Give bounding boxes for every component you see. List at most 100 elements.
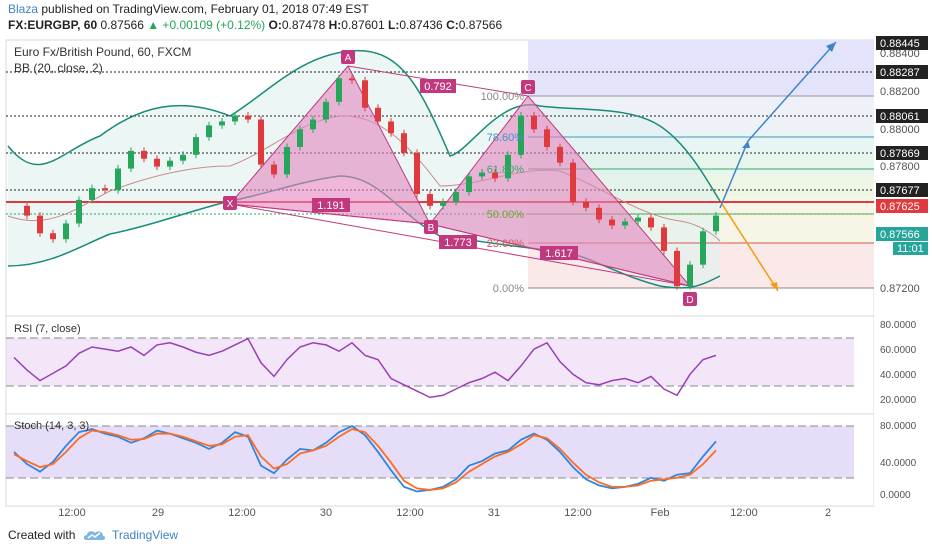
candles [24,74,719,290]
candle-body[interactable] [596,207,602,220]
candle-body[interactable] [544,129,550,147]
ratio-1191: 1.191 [317,200,345,212]
ratio-1773-box [439,235,477,249]
rsi-tick-80: 80.0000 [880,320,917,331]
candle-body[interactable] [63,223,69,240]
candle-body[interactable] [570,162,576,202]
candle-body[interactable] [310,119,316,130]
stoch-axis: 80.0000 40.0000 0.0000 [880,421,917,501]
candle-body[interactable] [50,233,56,240]
point-d-box [683,292,697,306]
rsi-band [6,338,854,386]
candle-body[interactable] [648,217,654,228]
point-d-label: D [686,295,693,306]
price-badge-current [876,227,928,241]
candle-body[interactable] [427,194,433,206]
candle-body[interactable] [388,121,394,134]
candle-body[interactable] [453,192,459,202]
candle-body[interactable] [531,115,537,130]
candle-body[interactable] [466,176,472,193]
fib-labels: 100.00% 78.60% 61.80% 50.00% 23.60% 0.00… [481,91,525,295]
rsi-axis: 80.0000 60.0000 40.0000 20.0000 [880,320,917,406]
stoch-tick-80: 80.0000 [880,421,917,432]
candle-body[interactable] [24,205,30,216]
countdown-label: 11:01 [897,243,924,255]
candle-body[interactable] [141,150,147,159]
candle-body[interactable] [258,119,264,165]
ratio-0792: 0.792 [424,81,452,93]
price-badge-088287 [876,65,928,79]
candle-body[interactable] [115,168,121,191]
bb-basis [7,115,721,242]
candle-body[interactable] [401,133,407,153]
candle-body[interactable] [362,80,368,108]
candle-body[interactable] [440,201,446,206]
candle-body[interactable] [102,188,108,191]
bearish-forecast-arrow[interactable] [721,203,779,292]
bullish-arrowhead-mid-icon [742,141,750,148]
candle-body[interactable] [674,250,680,287]
candle-body[interactable] [245,115,251,120]
candle-body[interactable] [271,164,277,175]
fib-label-236: 23.60% [487,238,525,250]
author-link[interactable]: Blaza [8,2,39,16]
fib-label-50: 50.00% [487,209,525,221]
time-tick-9: 2 [825,507,831,519]
candle-body[interactable] [375,107,381,122]
candle-body[interactable] [713,215,719,232]
candle-body[interactable] [349,78,355,81]
candle-body[interactable] [323,101,329,120]
candle-body[interactable] [609,219,615,226]
candle-body[interactable] [206,125,212,138]
candle-body[interactable] [635,217,641,222]
candle-body[interactable] [492,172,498,179]
candle-body[interactable] [479,172,485,177]
price-label-088445: 0.88445 [880,38,920,50]
candle-body[interactable] [284,146,290,175]
candle-body[interactable] [76,199,82,224]
price-label-current: 0.87566 [880,229,920,241]
tradingview-link[interactable]: TradingView [112,528,179,542]
bb-upper [7,49,721,202]
candle-body[interactable] [414,152,420,195]
stoch-band [6,426,854,478]
close-label: C: [446,18,459,32]
time-tick-1: 29 [152,507,164,519]
candle-body[interactable] [232,115,238,122]
candle-body[interactable] [700,231,706,265]
candle-body[interactable] [622,221,628,226]
candle-body[interactable] [128,150,134,169]
candle-body[interactable] [219,121,225,126]
last-price: 0.87566 [100,18,144,32]
high-value: 0.87601 [341,18,385,32]
candle-body[interactable] [687,264,693,287]
price-label-087677: 0.87677 [880,185,920,197]
candle-body[interactable] [661,227,667,251]
candle-body[interactable] [193,137,199,155]
candle-body[interactable] [180,154,186,161]
trading-chart[interactable]: A X B C D 0.792 1.191 1.773 1.617 100.00… [0,36,932,520]
tradingview-cloud-icon[interactable] [82,527,106,543]
point-b-box [424,220,438,234]
candle-body[interactable] [89,188,95,200]
stoch-label: Stoch (14, 3, 3) [14,420,89,432]
candle-body[interactable] [505,154,511,179]
candle-body[interactable] [557,146,563,163]
fib-label-0: 0.00% [493,283,524,295]
candle-body[interactable] [583,201,589,208]
candle-body[interactable] [297,129,303,147]
price-label-088287: 0.88287 [880,67,920,79]
countdown-badge [893,242,928,255]
candle-body[interactable] [336,78,342,102]
candle-body[interactable] [518,115,524,155]
chart-title: Euro Fx/British Pound, 60, FXCM [14,45,191,59]
candle-body[interactable] [37,215,43,234]
symbol-line: FX:EURGBP, 60 0.87566 ▲ +0.00109 (+0.12%… [8,18,502,32]
point-x-box [223,196,237,210]
candle-body[interactable] [154,158,160,167]
rsi-tick-60: 60.0000 [880,345,917,356]
time-axis[interactable]: 12:00 29 12:00 30 12:00 31 12:00 Feb 12:… [58,507,831,519]
candle-body[interactable] [167,160,173,167]
price-label-087200: 0.87200 [880,283,920,295]
bb-label: BB (20, close, 2) [14,61,103,75]
